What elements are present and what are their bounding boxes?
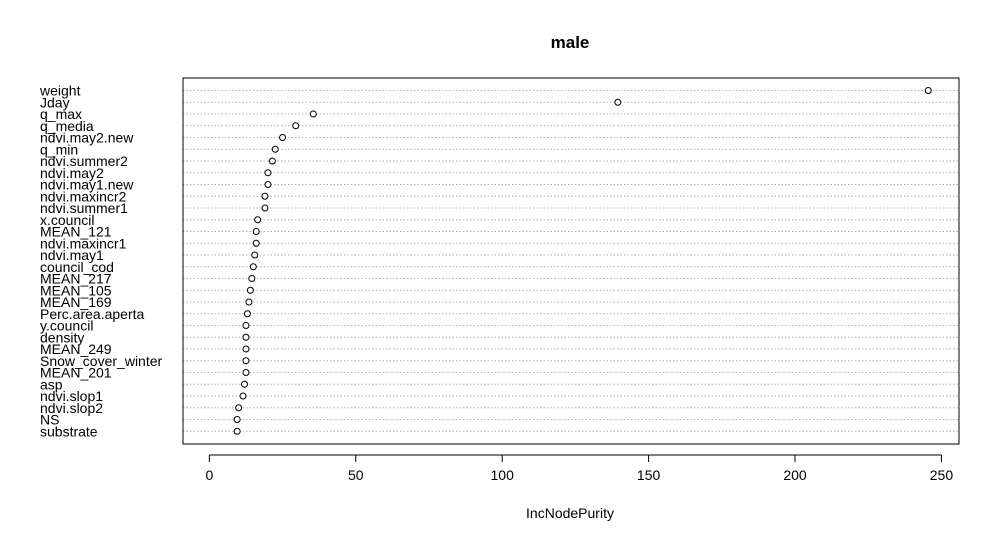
- x-axis-title: IncNodePurity: [526, 505, 614, 521]
- category-label: MEAN_201: [40, 365, 112, 381]
- category-label: ndvi.maxincr1: [40, 235, 127, 251]
- x-tick-label: 150: [637, 467, 661, 483]
- category-label: q_max: [40, 106, 82, 122]
- category-label: ndvi.slop1: [40, 388, 103, 404]
- data-points: [233, 87, 932, 435]
- data-point: [242, 357, 250, 365]
- data-point: [268, 157, 276, 165]
- category-label: weight: [39, 83, 81, 99]
- data-point: [243, 310, 251, 318]
- category-label: MEAN_105: [40, 282, 112, 298]
- data-point: [239, 392, 247, 400]
- category-label: MEAN_121: [40, 224, 112, 240]
- data-point: [235, 404, 243, 412]
- plot-frame: [182, 77, 960, 445]
- data-point: [261, 192, 269, 200]
- data-point: [271, 145, 279, 153]
- data-point: [309, 110, 317, 118]
- grid-lines: [183, 90, 959, 432]
- category-label: Perc.area.aperta: [40, 306, 144, 322]
- data-point: [242, 322, 250, 329]
- category-label: asp: [40, 376, 63, 392]
- category-label: ndvi.may1: [40, 247, 104, 263]
- x-tick-label: 200: [783, 467, 807, 483]
- category-label: x.council: [40, 212, 94, 228]
- category-label: density: [40, 329, 84, 345]
- data-point: [240, 380, 248, 388]
- data-point: [254, 216, 262, 224]
- data-point: [248, 275, 256, 282]
- category-label: ndvi.may1.new: [40, 177, 134, 193]
- data-point: [245, 298, 253, 306]
- data-point: [292, 122, 300, 130]
- data-point: [924, 87, 932, 94]
- data-point: [233, 416, 241, 423]
- category-label: ndvi.summer2: [40, 153, 128, 169]
- data-point: [242, 369, 250, 376]
- category-label: MEAN_217: [40, 271, 112, 287]
- category-label: MEAN_249: [40, 341, 112, 357]
- data-point: [261, 204, 269, 212]
- x-tick-label: 250: [930, 467, 954, 483]
- x-tick-label: 50: [348, 467, 364, 483]
- x-tick-label: 0: [205, 467, 213, 483]
- x-tick-label: 100: [491, 467, 515, 483]
- data-point: [264, 169, 272, 177]
- category-label: q_media: [40, 118, 94, 134]
- category-label: ndvi.may2: [40, 165, 104, 181]
- category-label: MEAN_169: [40, 294, 112, 310]
- data-point: [242, 345, 250, 353]
- data-point: [614, 98, 622, 106]
- category-label: substrate: [40, 423, 98, 439]
- data-point: [251, 251, 259, 259]
- category-label: Jday: [40, 94, 70, 110]
- category-label: q_min: [40, 141, 78, 157]
- category-label: council_cod: [40, 259, 114, 275]
- category-label: ndvi.summer1: [40, 200, 128, 216]
- data-point: [242, 333, 250, 341]
- data-point: [264, 181, 272, 188]
- category-label: y.council: [40, 318, 93, 334]
- category-label: NS: [40, 412, 59, 428]
- category-label: ndvi.maxincr2: [40, 188, 127, 204]
- data-point: [252, 228, 260, 235]
- chart-title: male: [551, 33, 590, 52]
- data-point: [249, 263, 257, 271]
- data-point: [279, 134, 287, 141]
- category-labels: weightJdayq_maxq_mediandvi.may2.newq_min…: [39, 83, 163, 440]
- category-label: ndvi.may2.new: [40, 130, 134, 146]
- category-label: ndvi.slop2: [40, 400, 103, 416]
- data-point: [252, 239, 260, 247]
- data-point: [246, 286, 254, 294]
- category-label: Snow_cover_winter: [40, 353, 163, 369]
- data-point: [233, 427, 241, 435]
- x-axis: 0 50 100 150 200 250: [205, 454, 954, 483]
